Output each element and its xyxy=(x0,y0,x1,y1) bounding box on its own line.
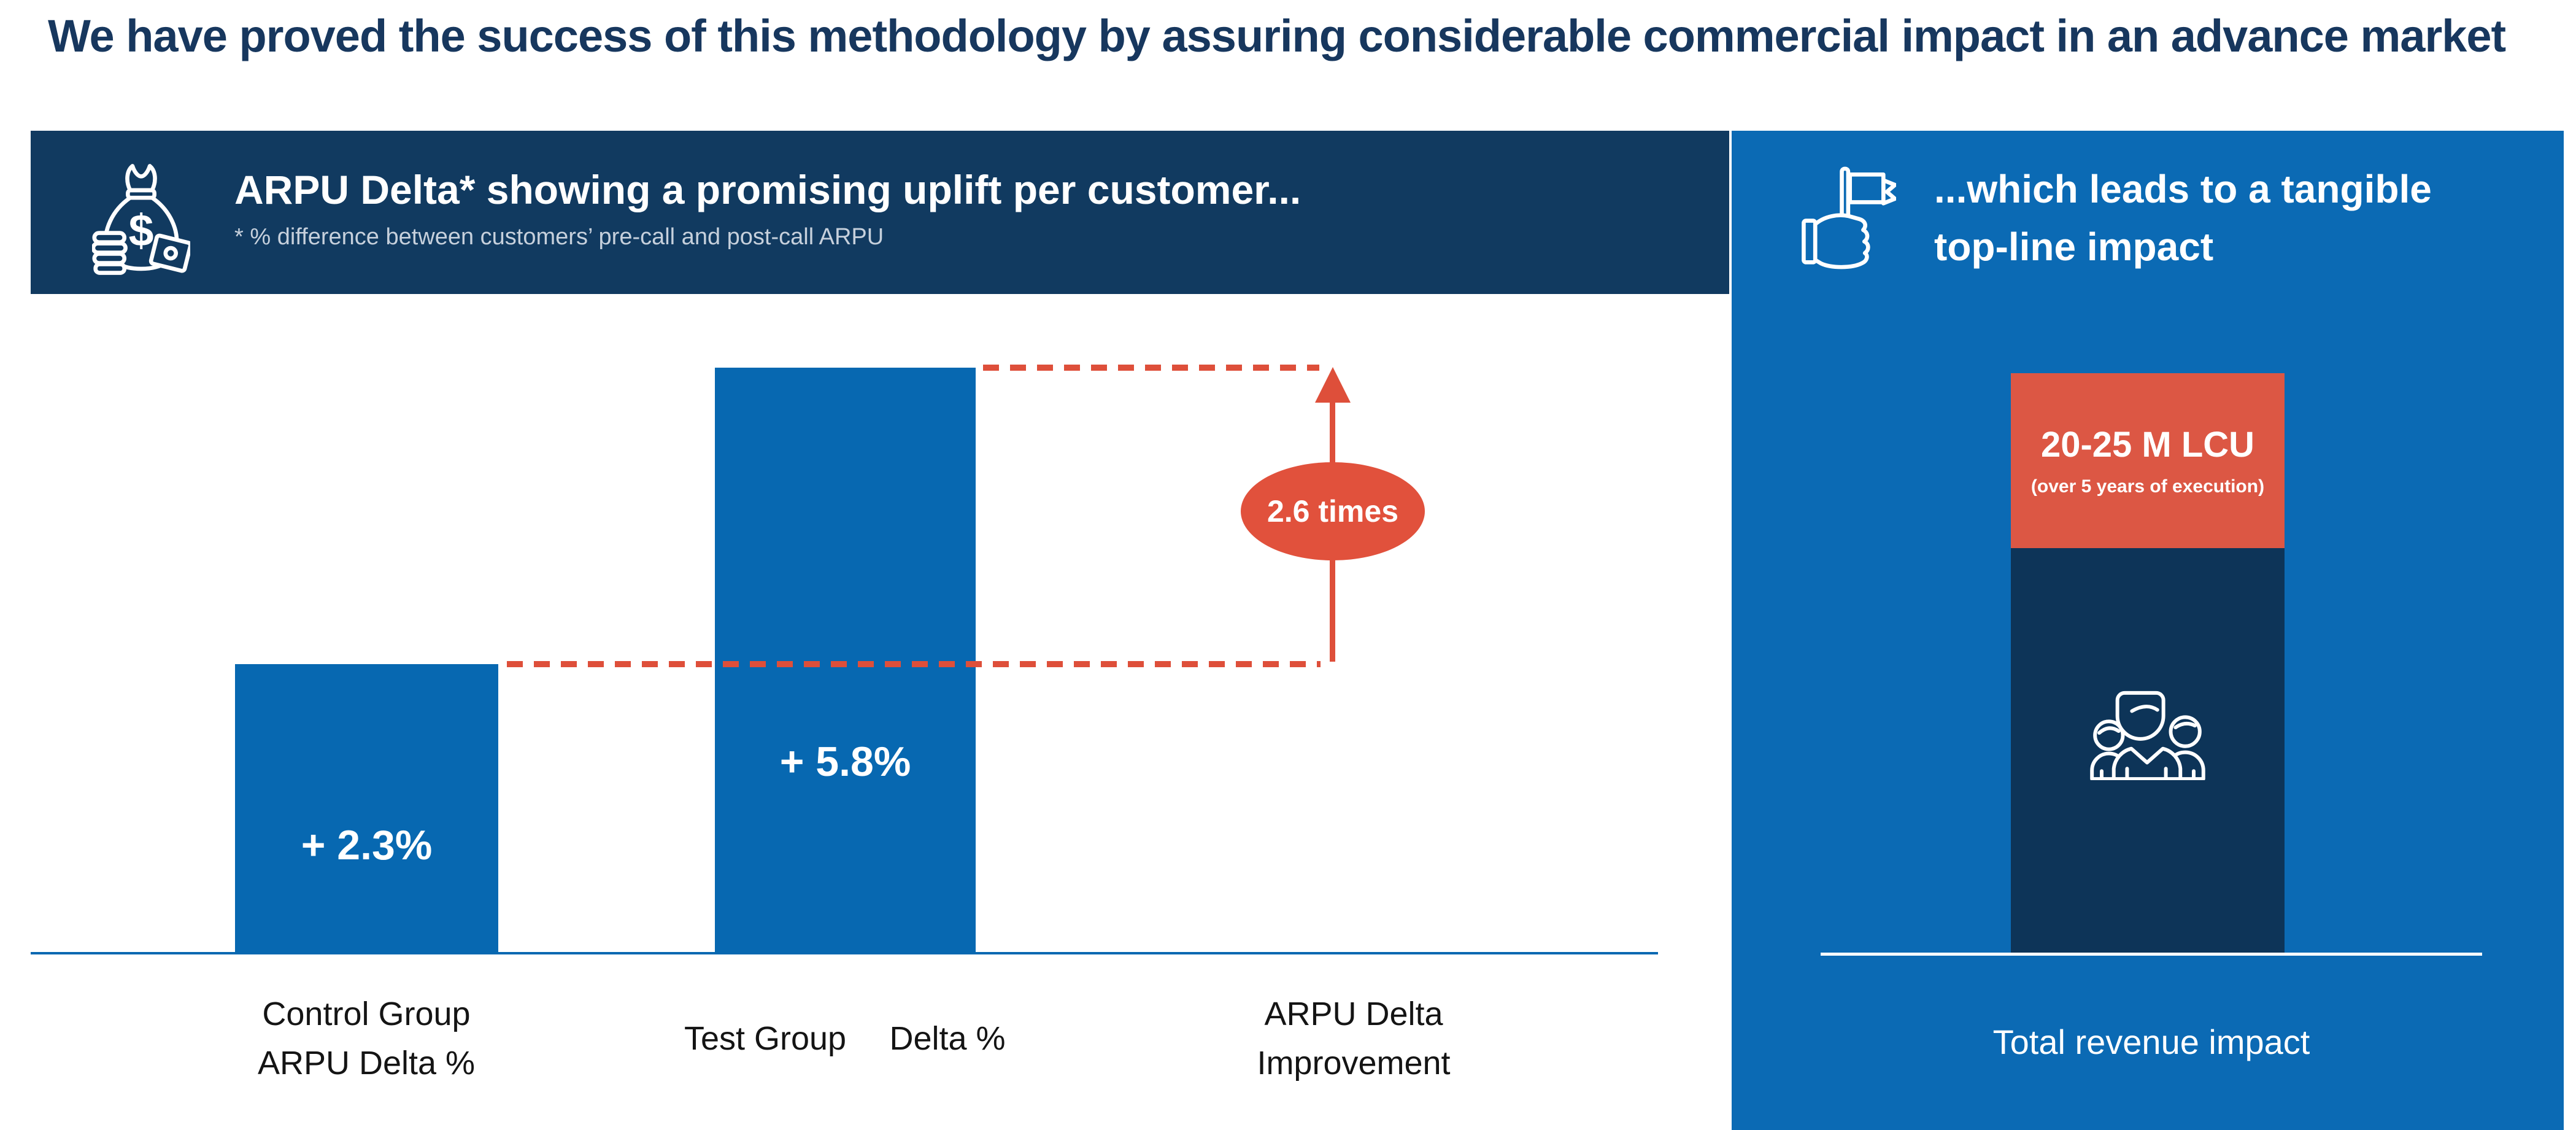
left-header-band: $ ARPU Delta* showing a promising uplift… xyxy=(31,131,1729,294)
category-control-line1: Control Group xyxy=(262,996,471,1032)
svg-text:$: $ xyxy=(129,205,154,255)
category-improvement-line1: ARPU Delta xyxy=(1264,996,1443,1032)
revenue-value: 20-25 M LCU xyxy=(2040,425,2255,465)
test-group-value: + 5.8% xyxy=(779,738,911,785)
page-title: We have proved the success of this metho… xyxy=(48,10,2506,61)
control-group-value: + 2.3% xyxy=(301,822,433,869)
revenue-category-label: Total revenue impact xyxy=(1992,1023,2310,1061)
right-panel-heading: ...which leads to a tangible top-line im… xyxy=(1934,160,2536,276)
category-control-line2: ARPU Delta % xyxy=(257,1045,476,1082)
revenue-baseline xyxy=(1821,953,2482,956)
category-label-delta-pct: Delta % xyxy=(889,1020,1006,1057)
right-panel-heading-line2: top-line impact xyxy=(1934,225,2214,269)
category-improvement-line2: Improvement xyxy=(1257,1045,1451,1082)
left-panel-heading: ARPU Delta* showing a promising uplift p… xyxy=(234,167,1301,212)
revenue-highlight-box: 20-25 M LCU (over 5 years of execution) xyxy=(2011,373,2285,548)
right-impact-panel: ...which leads to a tangible top-line im… xyxy=(1732,131,2564,1130)
chart-baseline xyxy=(31,952,1658,954)
category-label-test-group: Test Group xyxy=(684,1020,847,1057)
category-label-improvement: ARPU Delta Improvement xyxy=(1200,989,1507,1088)
dashed-connector-control-level xyxy=(507,661,1321,667)
revenue-bar xyxy=(2011,548,2285,954)
improvement-badge: 2.6 times xyxy=(1241,462,1425,560)
category-label-control-group: Control Group ARPU Delta % xyxy=(213,989,520,1088)
control-group-bar: + 2.3% xyxy=(235,664,498,953)
improvement-arrow-head xyxy=(1315,367,1351,403)
test-group-bar: + 5.8% xyxy=(715,368,976,953)
right-panel-heading-line1: ...which leads to a tangible xyxy=(1934,167,2432,211)
dashed-connector-test-level xyxy=(983,365,1319,371)
improvement-badge-text: 2.6 times xyxy=(1267,494,1398,528)
flag-hand-icon xyxy=(1798,163,1896,281)
money-bag-icon: $ xyxy=(92,159,190,279)
left-panel-subheading: * % difference between customers’ pre-ca… xyxy=(234,224,884,250)
team-icon xyxy=(2089,688,2205,780)
revenue-note: (over 5 years of execution) xyxy=(2030,476,2265,497)
